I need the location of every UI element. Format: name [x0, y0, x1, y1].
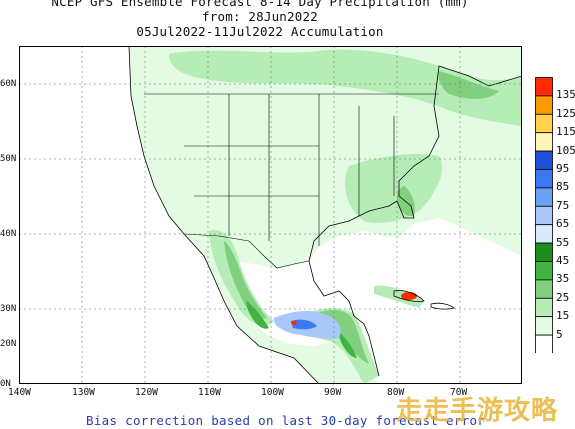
lat-label-40n: 40N	[0, 229, 17, 239]
precip-field-dark-blue	[291, 319, 317, 330]
lon-label-100w: 100W	[261, 387, 284, 398]
hispaniola-outline	[430, 302, 455, 310]
lon-label-140w: 140W	[8, 387, 31, 398]
colorbar-label: 35	[556, 272, 570, 286]
atlantic-gulf-coastline	[308, 65, 522, 377]
colorbar-label: 95	[556, 162, 570, 175]
lat-label-50n: 50N	[0, 154, 17, 164]
tehuantepec-core	[291, 319, 317, 330]
precip-colorbar	[535, 77, 553, 353]
map-title-line3: 05Jul2022-11Jul2022 Accumulation	[136, 24, 384, 39]
lon-label-130w: 130W	[72, 387, 95, 398]
political-boundaries	[144, 93, 439, 269]
bias-correction-note: Bias correction based on last 30-day for…	[86, 413, 486, 428]
colorbar-label: 45	[556, 254, 570, 267]
honduras-heavy	[337, 331, 357, 358]
lon-label-120w: 120W	[135, 387, 158, 398]
colorbar-label: 105	[556, 143, 575, 157]
precip-field-heavy	[246, 301, 357, 358]
watermark-logo: 走走手游攻略	[396, 396, 559, 426]
lat-label-60n: 60N	[0, 79, 17, 89]
colorbar-swatch	[535, 187, 553, 207]
colorbar-label: 15	[556, 309, 570, 323]
colorbar-swatch	[535, 316, 553, 336]
colorbar-label: 85	[556, 180, 570, 194]
precipitation-map	[19, 46, 522, 384]
lat-label-30n: 30N	[0, 304, 17, 314]
colorbar-label: 65	[556, 217, 570, 231]
map-frame	[19, 46, 522, 384]
colorbar-swatch	[535, 113, 553, 134]
map-title-line1: NCEP GFS Ensemble Forecast 8-14 Day Prec…	[51, 0, 469, 9]
colorbar-swatch	[535, 279, 553, 299]
precip-field-light	[129, 46, 522, 384]
colorbar-swatch	[535, 297, 553, 318]
colorbar-label: 5	[556, 327, 563, 341]
graticule	[19, 46, 522, 384]
colorbar-label: 55	[556, 235, 570, 249]
lat-label-20n: 20N	[0, 339, 17, 349]
colorbar-swatch	[535, 334, 553, 353]
colorbar-swatch	[535, 150, 553, 170]
colorbar-swatch	[535, 169, 553, 189]
mexico-precip-max	[291, 321, 297, 325]
land-precip-area	[129, 46, 522, 384]
state-grid	[184, 94, 395, 246]
cuba-outline	[393, 290, 425, 303]
colorbar-swatch	[535, 224, 553, 244]
coastlines	[128, 46, 522, 384]
cuba-precip-max	[401, 292, 417, 300]
colorbar-swatch	[535, 261, 553, 281]
pacific-coastline	[128, 46, 320, 384]
colorbar-label: 135	[556, 88, 575, 102]
lon-label-80w: 80W	[387, 387, 405, 398]
colorbar-swatch	[535, 77, 553, 97]
colorbar-swatch	[535, 242, 553, 262]
colorbar-label: 25	[556, 290, 570, 304]
quebec-precip	[438, 71, 499, 99]
canada-precip	[169, 49, 522, 126]
map-title-line2: from: 28Jun2022	[202, 9, 318, 24]
us-mexico-border	[183, 233, 310, 269]
lon-label-110w: 110W	[198, 387, 221, 398]
sierra-madre-precip	[224, 241, 267, 319]
caribbean-precip	[374, 285, 424, 308]
colorbar-swatch	[535, 205, 553, 226]
lat-label-0n: 0N	[0, 379, 11, 389]
colorbar-label: 75	[556, 198, 570, 212]
southern-mexico-heavy	[246, 301, 269, 329]
colorbar-label: 125	[556, 106, 575, 120]
lon-label-70w: 70W	[450, 387, 468, 398]
colorbar-swatch	[535, 132, 553, 152]
colorbar-label: 115	[556, 125, 575, 139]
lon-label-90w: 90W	[324, 387, 342, 398]
southeast-us-precip	[344, 154, 443, 223]
colorbar-swatch	[535, 95, 553, 115]
